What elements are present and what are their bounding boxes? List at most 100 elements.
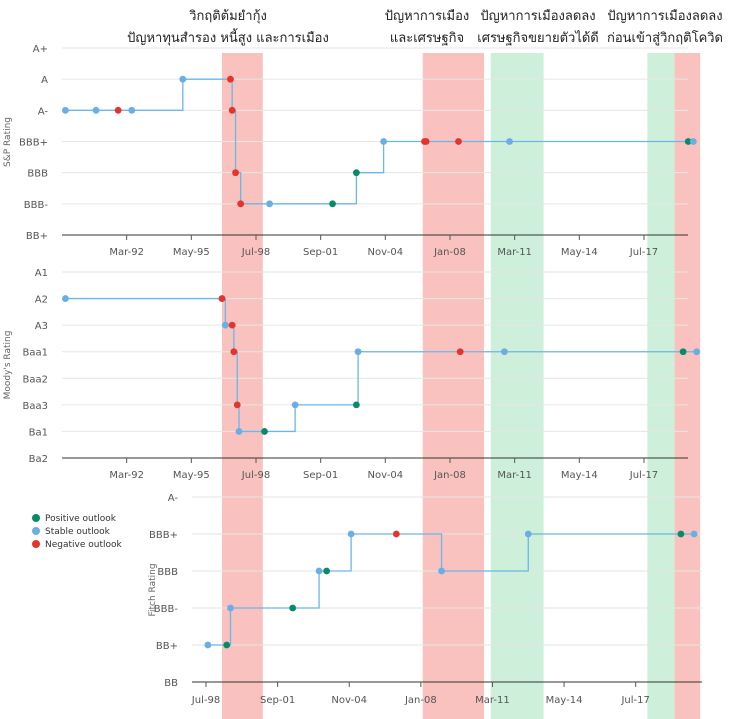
series-line xyxy=(65,297,697,433)
data-point xyxy=(230,348,238,356)
data-point xyxy=(266,200,274,208)
y-tick-label: BBB xyxy=(157,567,178,578)
data-point xyxy=(679,348,687,356)
band-2 xyxy=(490,53,544,719)
y-tick-label: Ba1 xyxy=(29,427,48,438)
y-tick-label: A1 xyxy=(35,268,48,279)
y-tick-label: BBB- xyxy=(154,604,179,615)
data-point xyxy=(233,401,241,409)
data-point xyxy=(62,295,69,302)
data-point xyxy=(392,530,400,538)
data-point xyxy=(352,401,360,409)
y-axis-title: Fitch Rating xyxy=(148,563,158,616)
data-point xyxy=(128,106,136,114)
legend: Positive outlook Stable outlook Negative o… xyxy=(32,514,123,550)
y-tick-label: Baa2 xyxy=(23,374,48,385)
y-tick-label: BBB+ xyxy=(149,530,178,541)
data-point xyxy=(524,530,532,538)
legend-label: Positive outlook xyxy=(45,514,117,524)
data-point xyxy=(456,348,464,356)
x-tick-label: May-14 xyxy=(546,695,583,706)
data-point xyxy=(315,567,323,575)
period-bands xyxy=(221,53,701,719)
y-tick-label: A xyxy=(41,75,48,86)
data-point xyxy=(114,106,122,114)
annotation-text: ปัญหาทุนสำรอง หนี้สูง และการเมือง xyxy=(127,28,329,46)
x-tick-label: May-14 xyxy=(561,470,598,481)
x-tick-label: May-14 xyxy=(561,247,598,258)
y-axis-title: Moody's Rating xyxy=(3,331,13,400)
fitch-rating-panel: BB BB+ BBB- BBB BBB+ A- Jul-98 Sep-01 Nov-04 Jan-… xyxy=(148,493,702,706)
y-tick-label: A2 xyxy=(35,295,48,306)
annotation-text: วิกฤติต้มยำกุ้ง xyxy=(188,9,266,24)
x-tick-label: Jul-17 xyxy=(629,247,658,258)
legend-label: Stable outlook xyxy=(45,527,111,537)
x-tick-label: Sep-01 xyxy=(303,247,338,258)
y-tick-label: Baa3 xyxy=(23,401,48,412)
data-point xyxy=(690,530,698,538)
y-tick-label: A+ xyxy=(33,44,48,55)
data-point xyxy=(227,75,234,83)
data-point xyxy=(218,295,226,302)
band-3 xyxy=(647,53,675,719)
x-tick-label: Mar-92 xyxy=(109,470,144,481)
data-point xyxy=(689,138,697,145)
band-1 xyxy=(422,53,485,719)
y-tick-label: BB+ xyxy=(156,641,178,652)
data-point xyxy=(227,604,234,612)
legend-label: Negative outlook xyxy=(45,540,123,550)
x-tick-label: Sep-01 xyxy=(303,470,338,481)
x-tick-label: Jul-98 xyxy=(241,247,270,258)
data-point xyxy=(291,401,299,409)
data-point xyxy=(237,200,245,208)
x-tick-label: May-95 xyxy=(173,470,210,481)
data-point xyxy=(323,567,331,575)
data-point xyxy=(455,138,462,145)
x-tick-label: Nov-04 xyxy=(368,470,404,481)
x-tick-label: Jan-08 xyxy=(404,695,437,706)
annotation-text: และเศรษฐกิจ xyxy=(390,31,464,46)
data-point xyxy=(179,75,187,83)
sp-rating-panel: BB+ BBB- BBB BBB+ A- A A+ Mar-92 May-95 Jul-98 Sep… xyxy=(3,44,697,258)
y-tick-label: Baa1 xyxy=(23,348,48,359)
x-tick-label: May-95 xyxy=(173,247,210,258)
annotation-text: ปัญหาการเมืองลดลง xyxy=(480,8,595,24)
y-tick-label: BB+ xyxy=(26,231,48,242)
data-point xyxy=(223,641,231,649)
x-tick-label: Jul-98 xyxy=(241,470,270,481)
x-tick-label: Nov-04 xyxy=(331,695,367,706)
y-tick-label: BBB+ xyxy=(19,138,48,149)
band-4 xyxy=(674,53,701,719)
data-point xyxy=(261,428,268,435)
annotation-text: ก่อนเข้าสู่วิกฤติโควิด xyxy=(607,30,723,46)
data-point xyxy=(92,106,100,114)
y-axis-title: S&P Rating xyxy=(3,117,13,167)
y-tick-label: Ba2 xyxy=(29,454,48,465)
y-tick-label: BB xyxy=(164,678,178,689)
x-tick-label: Mar-11 xyxy=(497,247,532,258)
series-line xyxy=(207,533,695,646)
data-point xyxy=(228,321,236,329)
band-0 xyxy=(221,53,263,719)
data-point xyxy=(329,200,336,208)
x-tick-label: Jul-17 xyxy=(629,470,658,481)
data-point xyxy=(235,428,243,435)
data-point xyxy=(693,348,701,356)
x-tick-label: Mar-11 xyxy=(475,695,510,706)
x-tick-label: Mar-92 xyxy=(109,247,144,258)
data-point xyxy=(62,106,69,114)
annotation-text: เศรษฐกิจขยายตัวได้ดี xyxy=(477,30,599,46)
annotation-text: ปัญหาการเมืองลดลง xyxy=(607,8,722,24)
legend-marker xyxy=(32,527,40,535)
x-tick-label: Jul-98 xyxy=(191,695,220,706)
data-point xyxy=(422,138,430,145)
x-tick-label: Sep-01 xyxy=(260,695,295,706)
data-point xyxy=(289,604,297,612)
data-point xyxy=(506,138,513,145)
x-tick-label: Jan-08 xyxy=(433,470,466,481)
data-point xyxy=(380,138,388,145)
data-point xyxy=(204,641,212,649)
x-tick-label: Jan-08 xyxy=(433,247,466,258)
data-point xyxy=(354,348,362,356)
